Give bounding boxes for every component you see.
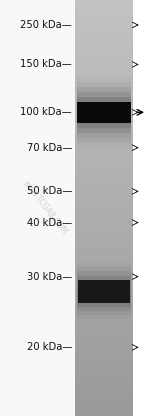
Text: 100 kDa—: 100 kDa— [20,107,72,117]
Text: 40 kDa—: 40 kDa— [27,218,72,228]
Bar [76,271,131,311]
Text: www.TCGAB.COM: www.TCGAB.COM [21,179,69,237]
Text: 20 kDa—: 20 kDa— [27,342,72,352]
Bar [133,0,150,416]
Text: 50 kDa—: 50 kDa— [27,186,72,196]
Bar [76,82,131,143]
Bar [76,275,131,307]
Bar [0,0,75,416]
Bar [76,92,131,133]
Text: 70 kDa—: 70 kDa— [27,143,72,153]
Bar [76,267,131,315]
Bar [76,97,131,128]
Bar [76,102,131,123]
Bar [78,280,130,303]
Text: 30 kDa—: 30 kDa— [27,272,72,282]
Bar [76,263,131,319]
Text: 150 kDa—: 150 kDa— [20,59,72,69]
Text: 250 kDa—: 250 kDa— [20,20,72,30]
Bar [76,77,131,148]
Bar [76,87,131,138]
